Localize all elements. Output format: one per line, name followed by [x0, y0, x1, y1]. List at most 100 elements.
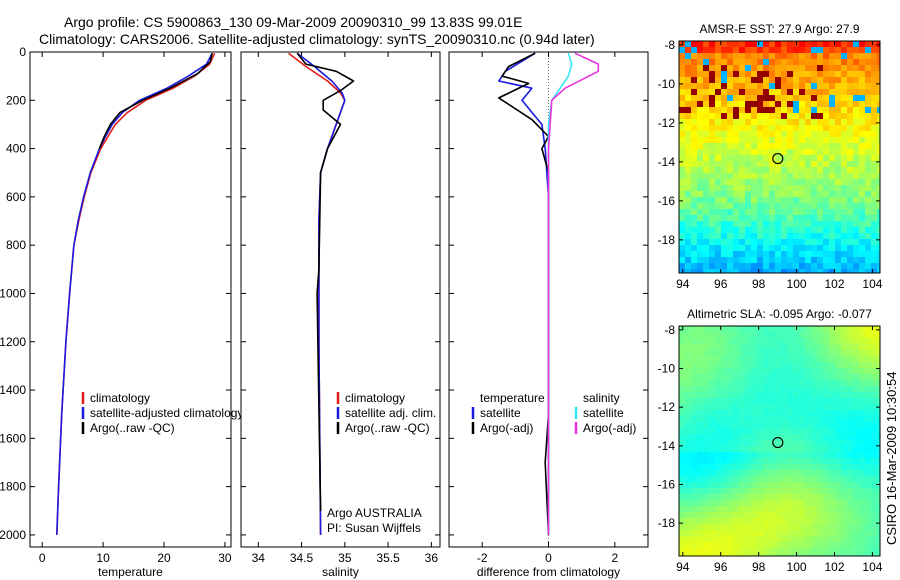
heatmap-cell — [733, 494, 740, 501]
heatmap-cell — [727, 185, 734, 192]
heatmap-cell — [859, 197, 866, 204]
heatmap-cell — [859, 368, 866, 375]
heatmap-cell — [817, 380, 824, 387]
heatmap-cell — [709, 83, 716, 90]
heatmap-cell — [727, 356, 734, 363]
heatmap-cell — [775, 362, 782, 369]
heatmap-cell — [715, 245, 722, 252]
heatmap-cell — [871, 143, 878, 150]
heatmap-cell — [769, 548, 776, 555]
heatmap-cell — [787, 464, 794, 471]
heatmap-cell — [835, 518, 842, 525]
heatmap-cell — [847, 338, 854, 345]
heatmap-cell — [769, 215, 776, 222]
heatmap-cell — [691, 197, 698, 204]
heatmap-cell — [811, 374, 818, 381]
heatmap-cell — [721, 257, 728, 264]
heatmap-cell — [853, 398, 860, 405]
heatmap-cell — [865, 233, 872, 240]
heatmap-cell — [763, 356, 770, 363]
heatmap-cell — [787, 518, 794, 525]
heatmap-cell — [715, 221, 722, 228]
heatmap-cell — [769, 203, 776, 210]
heatmap-cell — [799, 155, 806, 162]
heatmap-cell — [703, 167, 710, 174]
heatmap-cell — [703, 89, 710, 96]
heatmap-cell — [805, 47, 812, 54]
heatmap-cell — [853, 167, 860, 174]
heatmap-cell — [679, 494, 686, 501]
heatmap-cell — [787, 452, 794, 459]
heatmap-cell — [811, 368, 818, 375]
heatmap-cell — [739, 59, 746, 66]
heatmap-cell — [757, 470, 764, 477]
heatmap-cell — [691, 65, 698, 72]
heatmap-cell — [757, 257, 764, 264]
heatmap-cell — [751, 101, 758, 108]
heatmap-cell — [829, 167, 836, 174]
heatmap-cell — [817, 482, 824, 489]
x-tick-label: 96 — [714, 560, 728, 574]
heatmap-cell — [781, 488, 788, 495]
heatmap-cell — [823, 326, 830, 333]
heatmap-cell — [871, 398, 878, 405]
heatmap-cell — [805, 263, 812, 270]
heatmap-cell — [823, 107, 830, 114]
heatmap-cell — [691, 452, 698, 459]
heatmap-cell — [877, 221, 881, 228]
heatmap-cell — [709, 410, 716, 417]
heatmap-cell — [769, 41, 776, 48]
heatmap-cell — [697, 149, 704, 156]
heatmap-cell — [877, 350, 881, 357]
heatmap-cell — [757, 386, 764, 393]
heatmap-cell — [775, 59, 782, 66]
heatmap-cell — [853, 530, 860, 537]
heatmap-cell — [817, 233, 824, 240]
heatmap-cell — [859, 245, 866, 252]
heatmap-cell — [757, 356, 764, 363]
heatmap-cell — [733, 554, 740, 557]
heatmap-cell — [781, 155, 788, 162]
heatmap-cell — [691, 494, 698, 501]
heatmap-cell — [679, 446, 686, 453]
heatmap-cell — [859, 65, 866, 72]
heatmap-cell — [859, 362, 866, 369]
heatmap-cell — [859, 113, 866, 120]
heatmap-cell — [877, 344, 881, 351]
heatmap-cell — [871, 512, 878, 519]
heatmap-cell — [871, 95, 878, 102]
heatmap-cell — [691, 77, 698, 84]
heatmap-cell — [685, 350, 692, 357]
heatmap-cell — [865, 548, 872, 555]
heatmap-cell — [847, 374, 854, 381]
heatmap-cell — [733, 239, 740, 246]
heatmap-cell — [793, 416, 800, 423]
heatmap-cell — [721, 434, 728, 441]
heatmap-cell — [799, 245, 806, 252]
heatmap-cell — [817, 107, 824, 114]
heatmap-cell — [799, 65, 806, 72]
heatmap-cell — [841, 257, 848, 264]
heatmap-cell — [697, 464, 704, 471]
heatmap-cell — [781, 41, 788, 48]
heatmap-cell — [841, 227, 848, 234]
heatmap-cell — [799, 428, 806, 435]
heatmap-cell — [799, 440, 806, 447]
heatmap-cell — [685, 239, 692, 246]
heatmap-cell — [715, 416, 722, 423]
heatmap-cell — [799, 470, 806, 477]
heatmap-cell — [685, 536, 692, 543]
heatmap-cell — [787, 53, 794, 60]
heatmap-cell — [763, 245, 770, 252]
heatmap-cell — [721, 233, 728, 240]
heatmap-cell — [841, 71, 848, 78]
heatmap-cell — [763, 71, 770, 78]
x-tick-label: 0 — [545, 551, 552, 565]
heatmap-cell — [745, 356, 752, 363]
heatmap-cell — [781, 269, 788, 274]
heatmap-cell — [697, 155, 704, 162]
heatmap-cell — [859, 392, 866, 399]
heatmap-cell — [709, 470, 716, 477]
heatmap-cell — [823, 149, 830, 156]
x-tick-label: 100 — [787, 277, 807, 291]
